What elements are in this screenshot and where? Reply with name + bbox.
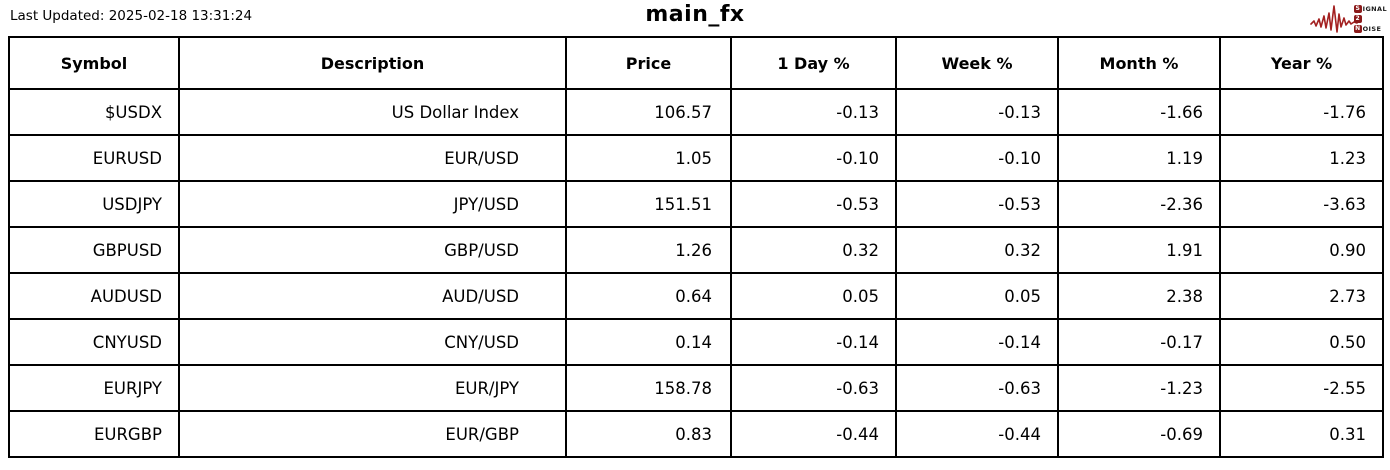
cell-year-pct: 0.90 [1219,226,1384,274]
cell-symbol: EURGBP [8,410,180,458]
logo-line-noise: N OISE [1353,25,1382,33]
cell-month-pct: -1.66 [1057,88,1221,136]
last-updated-text: Last Updated: 2025-02-18 13:31:24 [10,8,253,24]
page-title: main_fx [645,2,745,27]
cell-year-pct: -2.55 [1219,364,1384,412]
cell-week-pct: -0.10 [895,134,1059,182]
cell-price: 0.64 [565,272,732,320]
table-row: CNYUSD CNY/USD 0.14 -0.14 -0.14 -0.17 0.50 [8,318,1384,366]
cell-description: CNY/USD [178,318,567,366]
table-body: $USDX US Dollar Index 106.57 -0.13 -0.13 -1.6… [8,88,1384,458]
cell-description: US Dollar Index [178,88,567,136]
cell-year-pct: -3.63 [1219,180,1384,228]
cell-description: EUR/USD [178,134,567,182]
cell-symbol: AUDUSD [8,272,180,320]
logo-letterbox-s: S [1353,5,1362,13]
cell-month-pct: 2.38 [1057,272,1221,320]
cell-year-pct: 1.23 [1219,134,1384,182]
cell-description: GBP/USD [178,226,567,274]
cell-symbol: GBPUSD [8,226,180,274]
cell-price: 0.83 [565,410,732,458]
table-row: EURUSD EUR/USD 1.05 -0.10 -0.10 1.19 1.23 [8,134,1384,182]
logo-line-2: 2 [1353,15,1387,24]
logo-letterbox-n: N [1353,25,1362,33]
cell-day-pct: -0.44 [730,410,897,458]
cell-price: 0.14 [565,318,732,366]
cell-price: 158.78 [565,364,732,412]
cell-price: 151.51 [565,180,732,228]
cell-week-pct: -0.13 [895,88,1059,136]
cell-day-pct: 0.05 [730,272,897,320]
cell-week-pct: -0.53 [895,180,1059,228]
cell-day-pct: -0.53 [730,180,897,228]
cell-week-pct: 0.32 [895,226,1059,274]
logo-line-signal: S IGNAL [1353,5,1387,13]
cell-month-pct: -2.36 [1057,180,1221,228]
column-header-description: Description [178,36,567,90]
cell-month-pct: 1.91 [1057,226,1221,274]
cell-symbol: CNYUSD [8,318,180,366]
cell-year-pct: -1.76 [1219,88,1384,136]
signal-2-noise-logo: S IGNAL 2 N OISE [1309,2,1387,36]
column-header-price: Price [565,36,732,90]
cell-description: EUR/JPY [178,364,567,412]
table-header: Symbol Description Price 1 Day % Week % Month… [8,36,1384,90]
header-row: Symbol Description Price 1 Day % Week % Month… [8,36,1384,90]
table-row: EURJPY EUR/JPY 158.78 -0.63 -0.63 -1.23 -2.55 [8,364,1384,412]
table-row: USDJPY JPY/USD 151.51 -0.53 -0.53 -2.36 -3.63 [8,180,1384,228]
cell-symbol: EURUSD [8,134,180,182]
logo-letterbox-2: 2 [1353,15,1362,23]
cell-year-pct: 2.73 [1219,272,1384,320]
cell-week-pct: 0.05 [895,272,1059,320]
cell-price: 1.26 [565,226,732,274]
cell-year-pct: 0.31 [1219,410,1384,458]
cell-week-pct: -0.14 [895,318,1059,366]
cell-year-pct: 0.50 [1219,318,1384,366]
cell-month-pct: -0.69 [1057,410,1221,458]
cell-week-pct: -0.63 [895,364,1059,412]
cell-symbol: USDJPY [8,180,180,228]
table-row: EURGBP EUR/GBP 0.83 -0.44 -0.44 -0.69 0.31 [8,410,1384,458]
cell-description: JPY/USD [178,180,567,228]
cell-symbol: EURJPY [8,364,180,412]
cell-symbol: $USDX [8,88,180,136]
table-row: AUDUSD AUD/USD 0.64 0.05 0.05 2.38 2.73 [8,272,1384,320]
cell-month-pct: -0.17 [1057,318,1221,366]
waveform-icon [1309,5,1358,33]
table-row: GBPUSD GBP/USD 1.26 0.32 0.32 1.91 0.90 [8,226,1384,274]
column-header-symbol: Symbol [8,36,180,90]
cell-day-pct: -0.10 [730,134,897,182]
cell-day-pct: 0.32 [730,226,897,274]
logo-text: S IGNAL 2 N OISE [1353,5,1387,34]
cell-day-pct: -0.14 [730,318,897,366]
cell-month-pct: 1.19 [1057,134,1221,182]
column-header-week-pct: Week % [895,36,1059,90]
cell-description: AUD/USD [178,272,567,320]
cell-week-pct: -0.44 [895,410,1059,458]
cell-month-pct: -1.23 [1057,364,1221,412]
column-header-day-pct: 1 Day % [730,36,897,90]
column-header-year-pct: Year % [1219,36,1384,90]
cell-day-pct: -0.13 [730,88,897,136]
cell-price: 106.57 [565,88,732,136]
cell-description: EUR/GBP [178,410,567,458]
cell-day-pct: -0.63 [730,364,897,412]
column-header-month-pct: Month % [1057,36,1221,90]
table-row: $USDX US Dollar Index 106.57 -0.13 -0.13 -1.6… [8,88,1384,136]
cell-price: 1.05 [565,134,732,182]
fx-table: Symbol Description Price 1 Day % Week % Month… [8,36,1384,458]
